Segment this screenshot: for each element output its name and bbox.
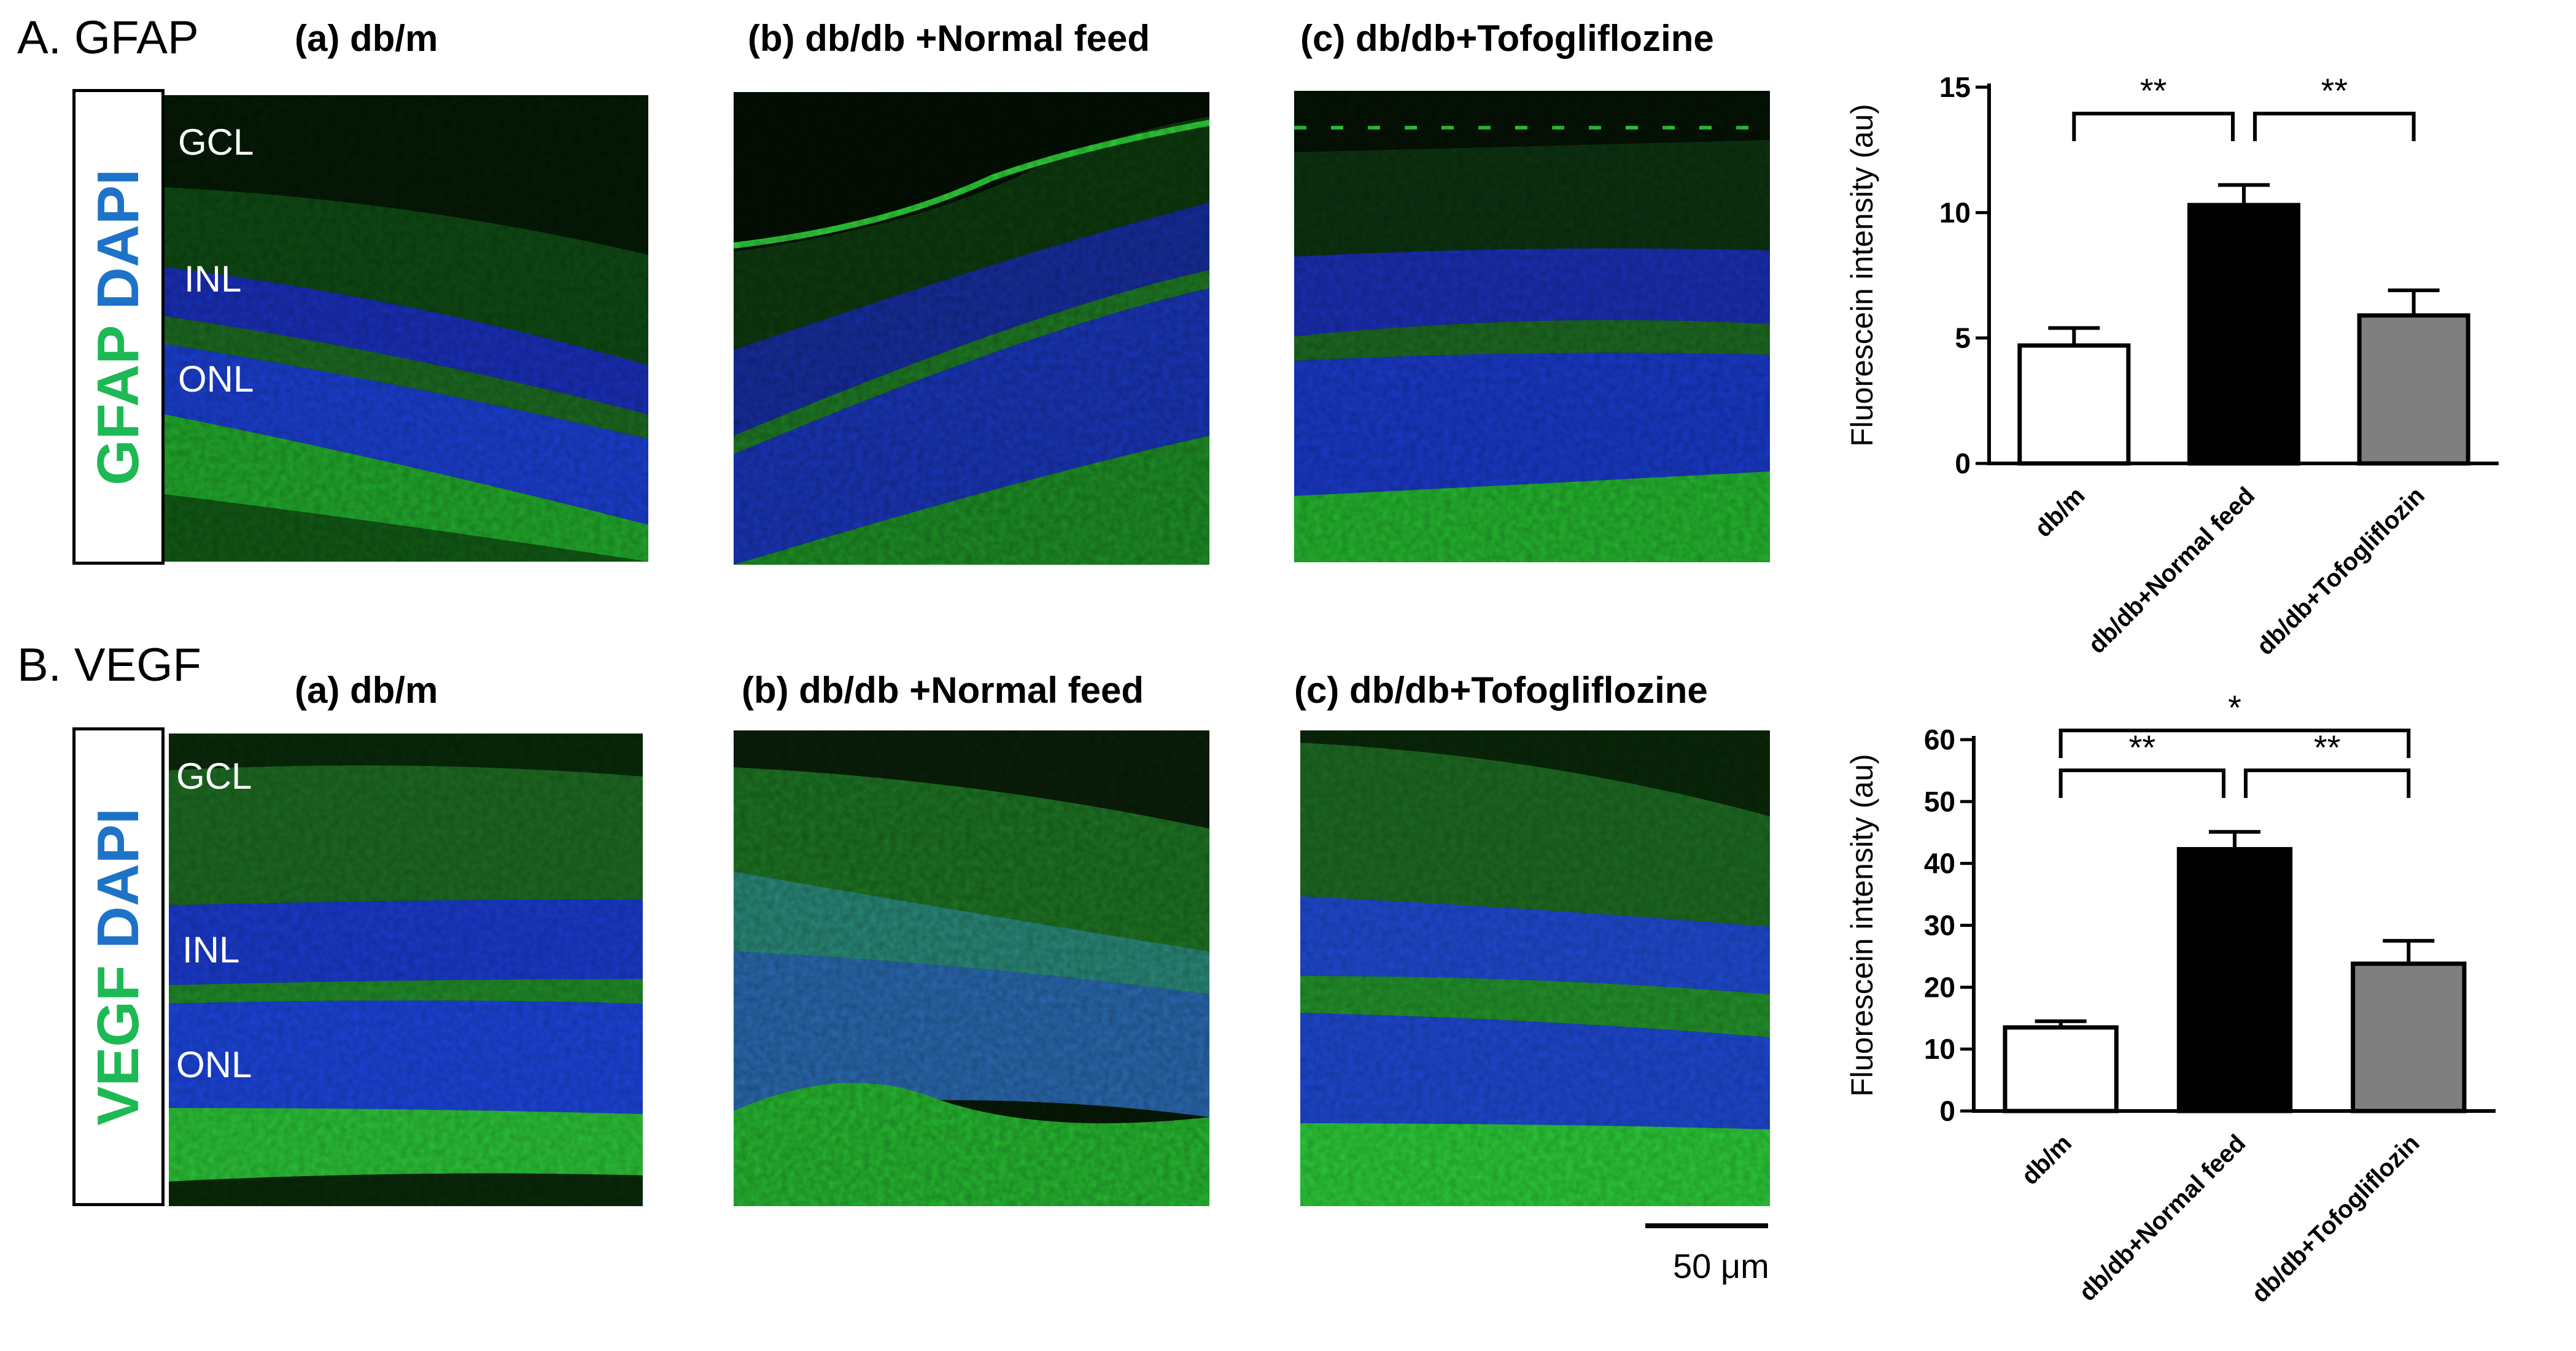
vegf-stain-text: VEGF [85,965,151,1126]
section-b-micrograph-db-db-tofogliflozine [1300,730,1770,1206]
section-b-panel-c-title: (c) db/db+Tofogliflozine [1294,670,1708,711]
y-axis-label: Fluorescein intensity (au) [1845,754,1879,1097]
y-tick-label: 0 [1939,1095,1955,1127]
section-b-title: B. VEGF [17,639,201,691]
y-tick-label: 5 [1955,322,1971,354]
significance-label: ** [2140,71,2167,110]
section-a-micrograph-db-db-tofogliflozine [1294,91,1770,562]
dapi-stain-text: DAPI [85,168,151,310]
x-category-label: db/m [2030,482,2090,543]
section-a-stain-label: GFAP DAPI [85,169,152,486]
y-tick-label: 40 [1924,848,1955,880]
section-b-panel-a-title: (a) db/m [295,670,438,711]
significance-label: ** [2321,71,2348,110]
section-a-panel-c-title: (c) db/db+Tofogliflozine [1300,18,1714,59]
gfap-stain-text: GFAP [85,325,151,486]
section-b-stain-label-box: VEGF DAPI [72,727,165,1206]
section-b-micrograph-db-m: GCL INL ONL [169,734,643,1206]
x-category-label: db/db+Tofogliflozin [2246,1129,2425,1308]
significance-bracket [2058,729,2411,758]
significance-label: ** [2129,728,2156,767]
layer-label-inl: INL [184,258,242,300]
section-a-panel-b-title: (b) db/db +Normal feed [748,18,1150,59]
y-tick-label: 10 [1939,196,1971,228]
x-category-label: db/m [2016,1129,2077,1190]
section-a-micrograph-db-db-normal-feed [734,92,1209,565]
section-b-stain-label: VEGF DAPI [85,808,152,1125]
significance-bracket [2253,112,2416,141]
bar [2351,961,2467,1113]
y-tick-label: 15 [1939,71,1971,103]
section-a-bar-chart: Fluorescein intensity (au) 0 5 10 15 db/m db/d… [1836,61,2566,675]
y-tick-label: 0 [1955,447,1971,479]
scale-bar-label: 50 μm [1673,1247,1769,1285]
x-category-label: db/db+Normal feed [2074,1129,2251,1306]
section-b-micrograph-db-db-normal-feed [734,730,1209,1206]
y-tick-label: 50 [1924,786,1955,818]
bar [2017,343,2131,466]
dapi-stain-text: DAPI [85,808,151,949]
section-a-stain-label-box: GFAP DAPI [72,89,165,565]
bar [2003,1025,2119,1113]
bar [2187,203,2301,466]
layer-label-gcl: GCL [178,122,254,163]
significance-bracket [2072,112,2235,141]
section-b-bar-chart: Fluorescein intensity (au) 0 10 20 30 40 50 60 d… [1836,681,2566,1350]
bar [2176,846,2293,1113]
layer-label-inl: INL [182,929,240,970]
bar [2357,313,2470,466]
y-axis-label: Fluorescein intensity (au) [1845,104,1879,447]
x-category-label: db/db+Normal feed [2083,482,2260,659]
section-a-title: A. GFAP [17,12,199,64]
scale-bar [1645,1223,1768,1228]
x-category-label: db/db+Tofogliflozin [2251,482,2430,660]
section-b-panel-b-title: (b) db/db +Normal feed [742,670,1144,711]
section-a-micrograph-db-m: GCL INL ONL [165,95,648,562]
y-tick-label: 60 [1924,724,1955,756]
layer-label-onl: ONL [176,1044,252,1085]
significance-bracket [2058,768,2225,798]
significance-label: * [2228,688,2241,727]
significance-label: ** [2314,728,2341,767]
layer-label-onl: ONL [178,358,254,400]
y-tick-label: 20 [1924,971,1955,1003]
section-a-panel-a-title: (a) db/m [295,18,438,59]
significance-bracket [2244,768,2411,798]
y-tick-label: 10 [1924,1033,1955,1065]
y-tick-label: 30 [1924,910,1955,942]
layer-label-gcl: GCL [176,756,252,797]
